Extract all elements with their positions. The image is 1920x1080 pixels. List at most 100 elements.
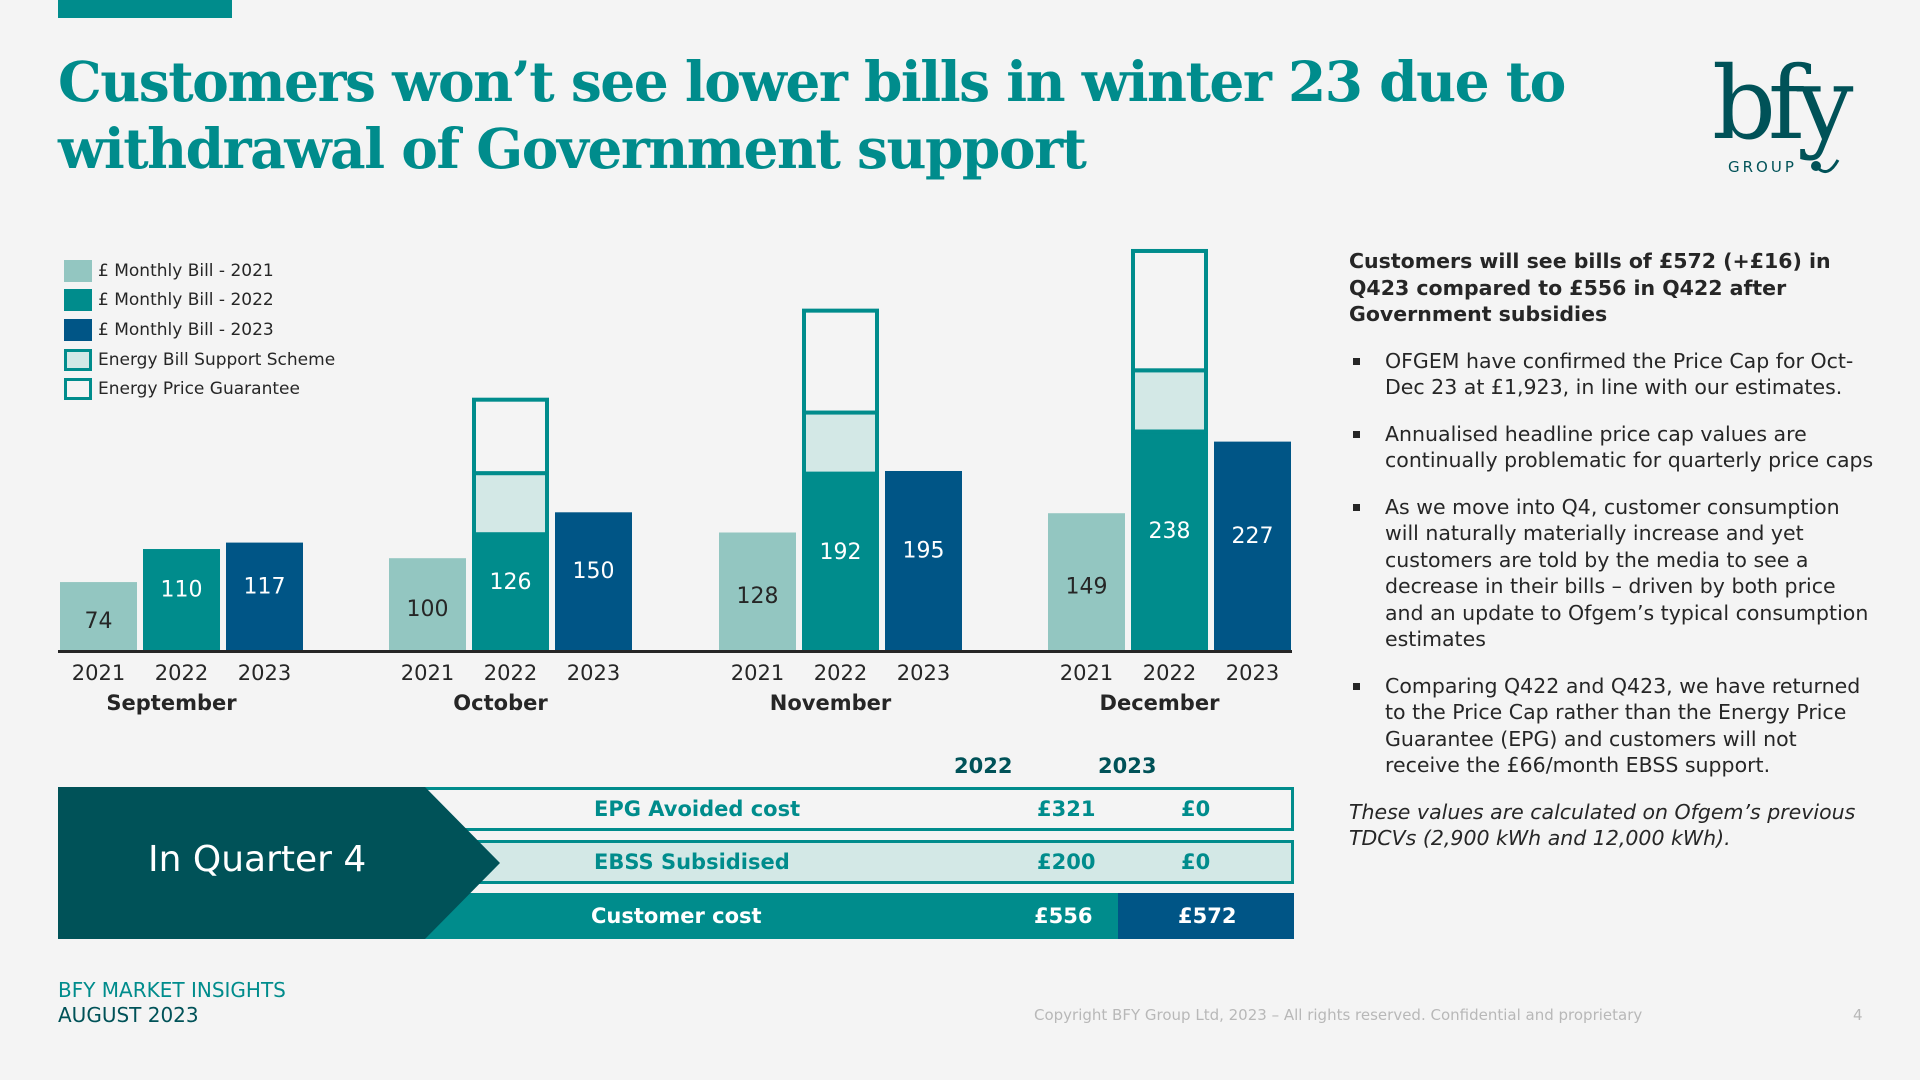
bullet-icon	[1353, 430, 1360, 438]
bar-divider	[472, 532, 549, 537]
bullet-text: As we move into Q4, customer consumption…	[1385, 494, 1869, 652]
value-2022: £321	[1037, 797, 1096, 821]
bar-2021-december	[1048, 513, 1125, 650]
page-number: 4	[1853, 1006, 1863, 1024]
table-row-epg: EPG Avoided cost £321 £0	[388, 787, 1294, 831]
bar-2023-october	[555, 512, 632, 650]
tick-label: 2022	[1143, 661, 1196, 685]
bar-ebss-december	[1131, 368, 1208, 434]
title-line-1: Customers won’t see lower bills in winte…	[58, 49, 1566, 114]
summary-bullet: Annualised headline price cap values are…	[1349, 421, 1874, 474]
data-label: 74	[85, 609, 113, 634]
data-label: 128	[737, 584, 779, 609]
logo-wordmark: bfy	[1712, 50, 1854, 162]
legend-label: £ Monthly Bill - 2023	[98, 319, 274, 340]
month-label-december: December	[1100, 691, 1221, 715]
bar-2022-december	[1131, 431, 1208, 650]
value-2022: £200	[1037, 850, 1096, 874]
bar-ebss-october	[472, 471, 549, 537]
tick-label: 2021	[72, 661, 125, 685]
data-label: 110	[161, 578, 203, 603]
legend-item-2022: £ Monthly Bill - 2022	[64, 286, 335, 316]
bar-2021-october	[389, 558, 466, 650]
page-title: Customers won’t see lower bills in winte…	[58, 48, 1618, 182]
tick-label: 2023	[567, 661, 620, 685]
bar-divider	[1131, 429, 1208, 434]
bar-2022-november	[802, 473, 879, 650]
summary-bullets: OFGEM have confirmed the Price Cap for O…	[1349, 348, 1874, 779]
bar-divider	[802, 471, 879, 476]
row-label: Customer cost	[591, 904, 762, 928]
bullet-text: Annualised headline price cap values are…	[1385, 421, 1874, 473]
tick-label: 2021	[731, 661, 784, 685]
value-2023: £0	[1181, 850, 1211, 874]
data-label: 195	[903, 538, 945, 563]
legend-item-ebss: Energy Bill Support Scheme	[64, 345, 335, 375]
legend-label: Energy Price Guarantee	[98, 379, 300, 400]
bar-epg-november	[802, 308, 879, 415]
data-label: 150	[573, 559, 615, 584]
summary-bullet: As we move into Q4, customer consumption…	[1349, 494, 1874, 653]
data-label: 117	[244, 574, 286, 599]
legend-label: £ Monthly Bill - 2022	[98, 290, 274, 311]
data-label: 192	[820, 540, 862, 565]
top-accent-bar	[58, 0, 232, 18]
footer-series-name: BFY MARKET INSIGHTS	[58, 978, 286, 1002]
tick-label: 2022	[155, 661, 208, 685]
bullet-icon	[1353, 357, 1360, 365]
legend-item-epg: Energy Price Guarantee	[64, 374, 335, 404]
value-2023-background	[1118, 893, 1294, 939]
data-label: 126	[490, 570, 532, 595]
data-label: 100	[407, 597, 449, 622]
legend-swatch-2023	[64, 318, 92, 341]
summary-bullet: Comparing Q422 and Q423, we have returne…	[1349, 673, 1874, 779]
legend-swatch-ebss	[64, 348, 92, 371]
tick-label: 2022	[814, 661, 867, 685]
quarter-chevron	[58, 787, 500, 939]
column-header-2023: 2023	[1098, 754, 1157, 778]
value-2023: £0	[1181, 797, 1211, 821]
data-label: 227	[1232, 524, 1274, 549]
chart-legend: £ Monthly Bill - 2021 £ Monthly Bill - 2…	[64, 256, 335, 404]
bar-epg-december	[1131, 248, 1208, 373]
bullet-icon	[1353, 682, 1360, 690]
bullet-icon	[1353, 503, 1360, 511]
title-line-2: withdrawal of Government support	[58, 116, 1087, 181]
tick-label: 2021	[1060, 661, 1113, 685]
tick-label: 2021	[401, 661, 454, 685]
bar-2021-september	[60, 582, 137, 650]
copyright-notice: Copyright BFY Group Ltd, 2023 – All righ…	[1034, 1006, 1643, 1024]
footer-date: AUGUST 2023	[58, 1003, 199, 1027]
quarter-4-table: 2022 2023 EPG Avoided cost £321 £0 EBSS …	[58, 754, 1294, 939]
summary-heading: Customers will see bills of £572 (+£16) …	[1349, 249, 1831, 326]
value-2023: £572	[1178, 904, 1237, 928]
month-label-september: September	[106, 691, 237, 715]
bar-2022-october	[472, 534, 549, 650]
value-2022: £556	[1034, 904, 1093, 928]
bar-ebss-november	[802, 410, 879, 476]
bar-epg-october	[472, 397, 549, 476]
table-row-ebss: EBSS Subsidised £200 £0	[388, 840, 1294, 884]
tick-label: 2022	[484, 661, 537, 685]
tick-label: 2023	[1226, 661, 1279, 685]
quarter-label: In Quarter 4	[148, 839, 367, 880]
summary-panel: Customers will see bills of £572 (+£16) …	[1349, 248, 1874, 852]
bar-2021-november	[719, 532, 796, 650]
bar-2023-november	[885, 470, 962, 650]
bar-2023-september	[226, 542, 303, 650]
row-label: EBSS Subsidised	[594, 850, 790, 874]
bullet-text: OFGEM have confirmed the Price Cap for O…	[1385, 348, 1854, 400]
monthly-bill-chart: 74 2021 110 2022 117 2023 September 100 2021 126 2…	[58, 248, 1292, 715]
logo-sub: GROUP	[1728, 158, 1797, 176]
bfy-group-logo: bfy GROUP	[1700, 45, 1880, 180]
bar-2023-december	[1214, 441, 1291, 650]
legend-swatch-2022	[64, 289, 92, 312]
legend-label: Energy Bill Support Scheme	[98, 349, 336, 370]
month-label-october: October	[453, 691, 548, 715]
bar-2022-september	[143, 549, 220, 650]
summary-bullet: OFGEM have confirmed the Price Cap for O…	[1349, 348, 1874, 401]
bullet-text: Comparing Q422 and Q423, we have returne…	[1385, 673, 1861, 778]
legend-swatch-2021	[64, 259, 92, 282]
column-header-2022: 2022	[954, 754, 1013, 778]
legend-item-2023: £ Monthly Bill - 2023	[64, 315, 335, 345]
